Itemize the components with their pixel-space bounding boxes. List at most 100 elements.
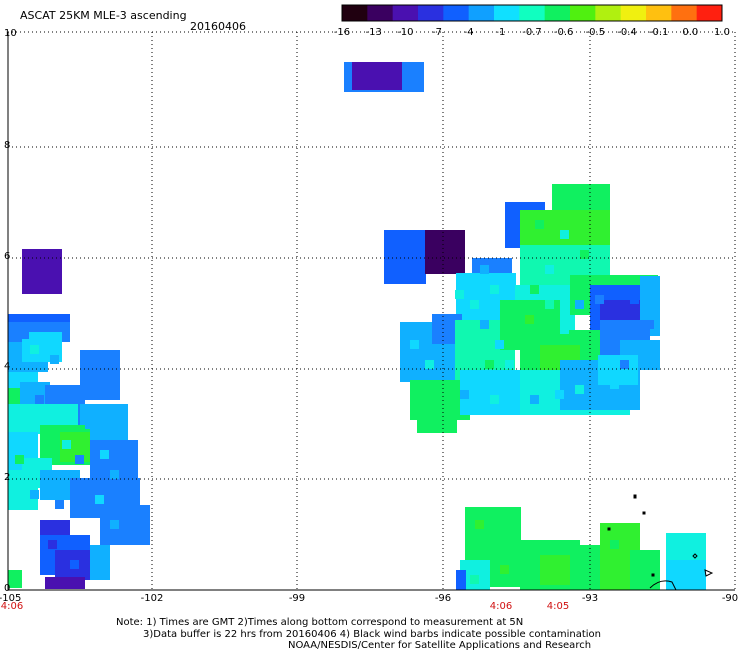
- colorbar-swatch: [418, 5, 444, 21]
- data-cell: [495, 340, 504, 349]
- data-cell: [545, 300, 554, 309]
- note-line-3: NOAA/NESDIS/Center for Satellite Applica…: [288, 640, 592, 651]
- y-tick-8: 8: [4, 140, 11, 151]
- data-cell: [125, 500, 134, 509]
- data-cell: [530, 285, 539, 294]
- data-cell: [525, 315, 534, 324]
- data-cell: [620, 360, 629, 369]
- data-cell: [666, 560, 706, 590]
- data-cell: [485, 360, 494, 369]
- wind-barbs: [692, 553, 698, 559]
- data-cell: [530, 395, 539, 404]
- y-tick-6: 6: [4, 251, 11, 262]
- colorbar-tick-label: -0.4: [617, 27, 637, 38]
- data-cell: [490, 545, 499, 554]
- data-cell: [575, 560, 584, 569]
- colorbar-tick-label: -7: [432, 27, 442, 38]
- data-cell: [80, 350, 120, 400]
- data-cell: [610, 380, 619, 389]
- data-cell: [600, 395, 609, 404]
- data-cell: [480, 565, 489, 574]
- data-cell: [610, 540, 619, 549]
- x-tick-minus96: -96: [434, 593, 452, 604]
- x-tick-minus90: -90: [721, 593, 739, 604]
- colorbar-frame: [341, 4, 723, 22]
- data-cell: [30, 490, 39, 499]
- colorbar-swatch: [646, 5, 672, 21]
- data-cell: [456, 570, 466, 590]
- data-cell: [555, 390, 564, 399]
- colorbar-swatch: [494, 5, 520, 21]
- data-cell: [35, 395, 44, 404]
- data-cell: [530, 555, 539, 564]
- data-cell: [30, 345, 39, 354]
- y-tick-10: 10: [4, 28, 17, 39]
- data-cell: [470, 345, 479, 354]
- data-cell: [475, 520, 484, 529]
- colorbar-swatch: [519, 5, 546, 21]
- colorbar-tick-label: -0.5: [585, 27, 606, 38]
- data-cells: [8, 62, 706, 590]
- data-cell: [15, 455, 24, 464]
- data-cell: [595, 295, 604, 304]
- colorbar-tick-label: -0.6: [553, 27, 574, 38]
- data-cell: [440, 345, 449, 354]
- data-cell: [384, 230, 426, 284]
- data-cell: [95, 495, 104, 504]
- data-cell: [490, 395, 499, 404]
- colorbar-swatch: [696, 5, 723, 21]
- data-cell: [535, 220, 544, 229]
- data-cell: [62, 440, 71, 449]
- colorbar-swatch: [468, 5, 495, 21]
- data-cell: [48, 540, 57, 549]
- data-cell: [90, 545, 110, 580]
- data-cell: [417, 395, 457, 433]
- colorbar-swatch: [595, 5, 622, 21]
- data-cell: [480, 265, 489, 274]
- colorbar-swatch: [544, 5, 571, 21]
- x-tick-minus102: -102: [140, 593, 164, 604]
- colorbar-swatch: [367, 5, 394, 21]
- data-cell: [505, 360, 514, 369]
- data-cell: [575, 385, 584, 394]
- data-cell: [460, 390, 469, 399]
- data-cell: [70, 560, 79, 569]
- note-line-2: 3)Data buffer is 22 hrs from 20160406 4)…: [143, 629, 601, 640]
- data-cell: [8, 570, 22, 588]
- colorbar-swatch: [570, 5, 596, 21]
- data-cell: [110, 520, 119, 529]
- time-label: 4:06: [0, 601, 24, 612]
- data-cell: [615, 310, 624, 319]
- time-label: 4:06: [489, 601, 513, 612]
- data-cell: [490, 285, 499, 294]
- x-tick-minus93: -93: [581, 593, 599, 604]
- colorbar-tick-label: -0.1: [648, 27, 669, 38]
- x-tick-minus105: -105: [0, 593, 22, 604]
- data-cell: [470, 575, 479, 584]
- colorbar-tick-label: -16: [333, 27, 351, 38]
- map-date: 20160406: [190, 20, 246, 33]
- data-cell: [8, 314, 70, 324]
- colorbar: [341, 4, 723, 22]
- data-cell: [560, 325, 569, 334]
- colorbar-swatch: [392, 5, 419, 21]
- colorbar-swatch: [443, 5, 470, 21]
- data-cell: [85, 420, 94, 429]
- data-cell: [645, 320, 654, 329]
- colorbar-tick-label: -4: [463, 27, 474, 38]
- y-tick-2: 2: [4, 472, 11, 483]
- note-line-1: Note: 1) Times are GMT 2)Times along bot…: [116, 617, 524, 628]
- data-cell: [545, 265, 554, 274]
- data-cell: [110, 470, 119, 479]
- data-cell: [425, 360, 434, 369]
- data-cell: [550, 570, 559, 579]
- data-cell: [560, 230, 569, 239]
- data-cell: [352, 62, 402, 90]
- colorbar-tick-label: 0.0: [682, 27, 699, 38]
- data-cell: [410, 340, 419, 349]
- y-tick-4: 4: [4, 361, 11, 372]
- data-cell: [480, 320, 489, 329]
- data-cell: [455, 290, 464, 299]
- data-cell: [630, 295, 639, 304]
